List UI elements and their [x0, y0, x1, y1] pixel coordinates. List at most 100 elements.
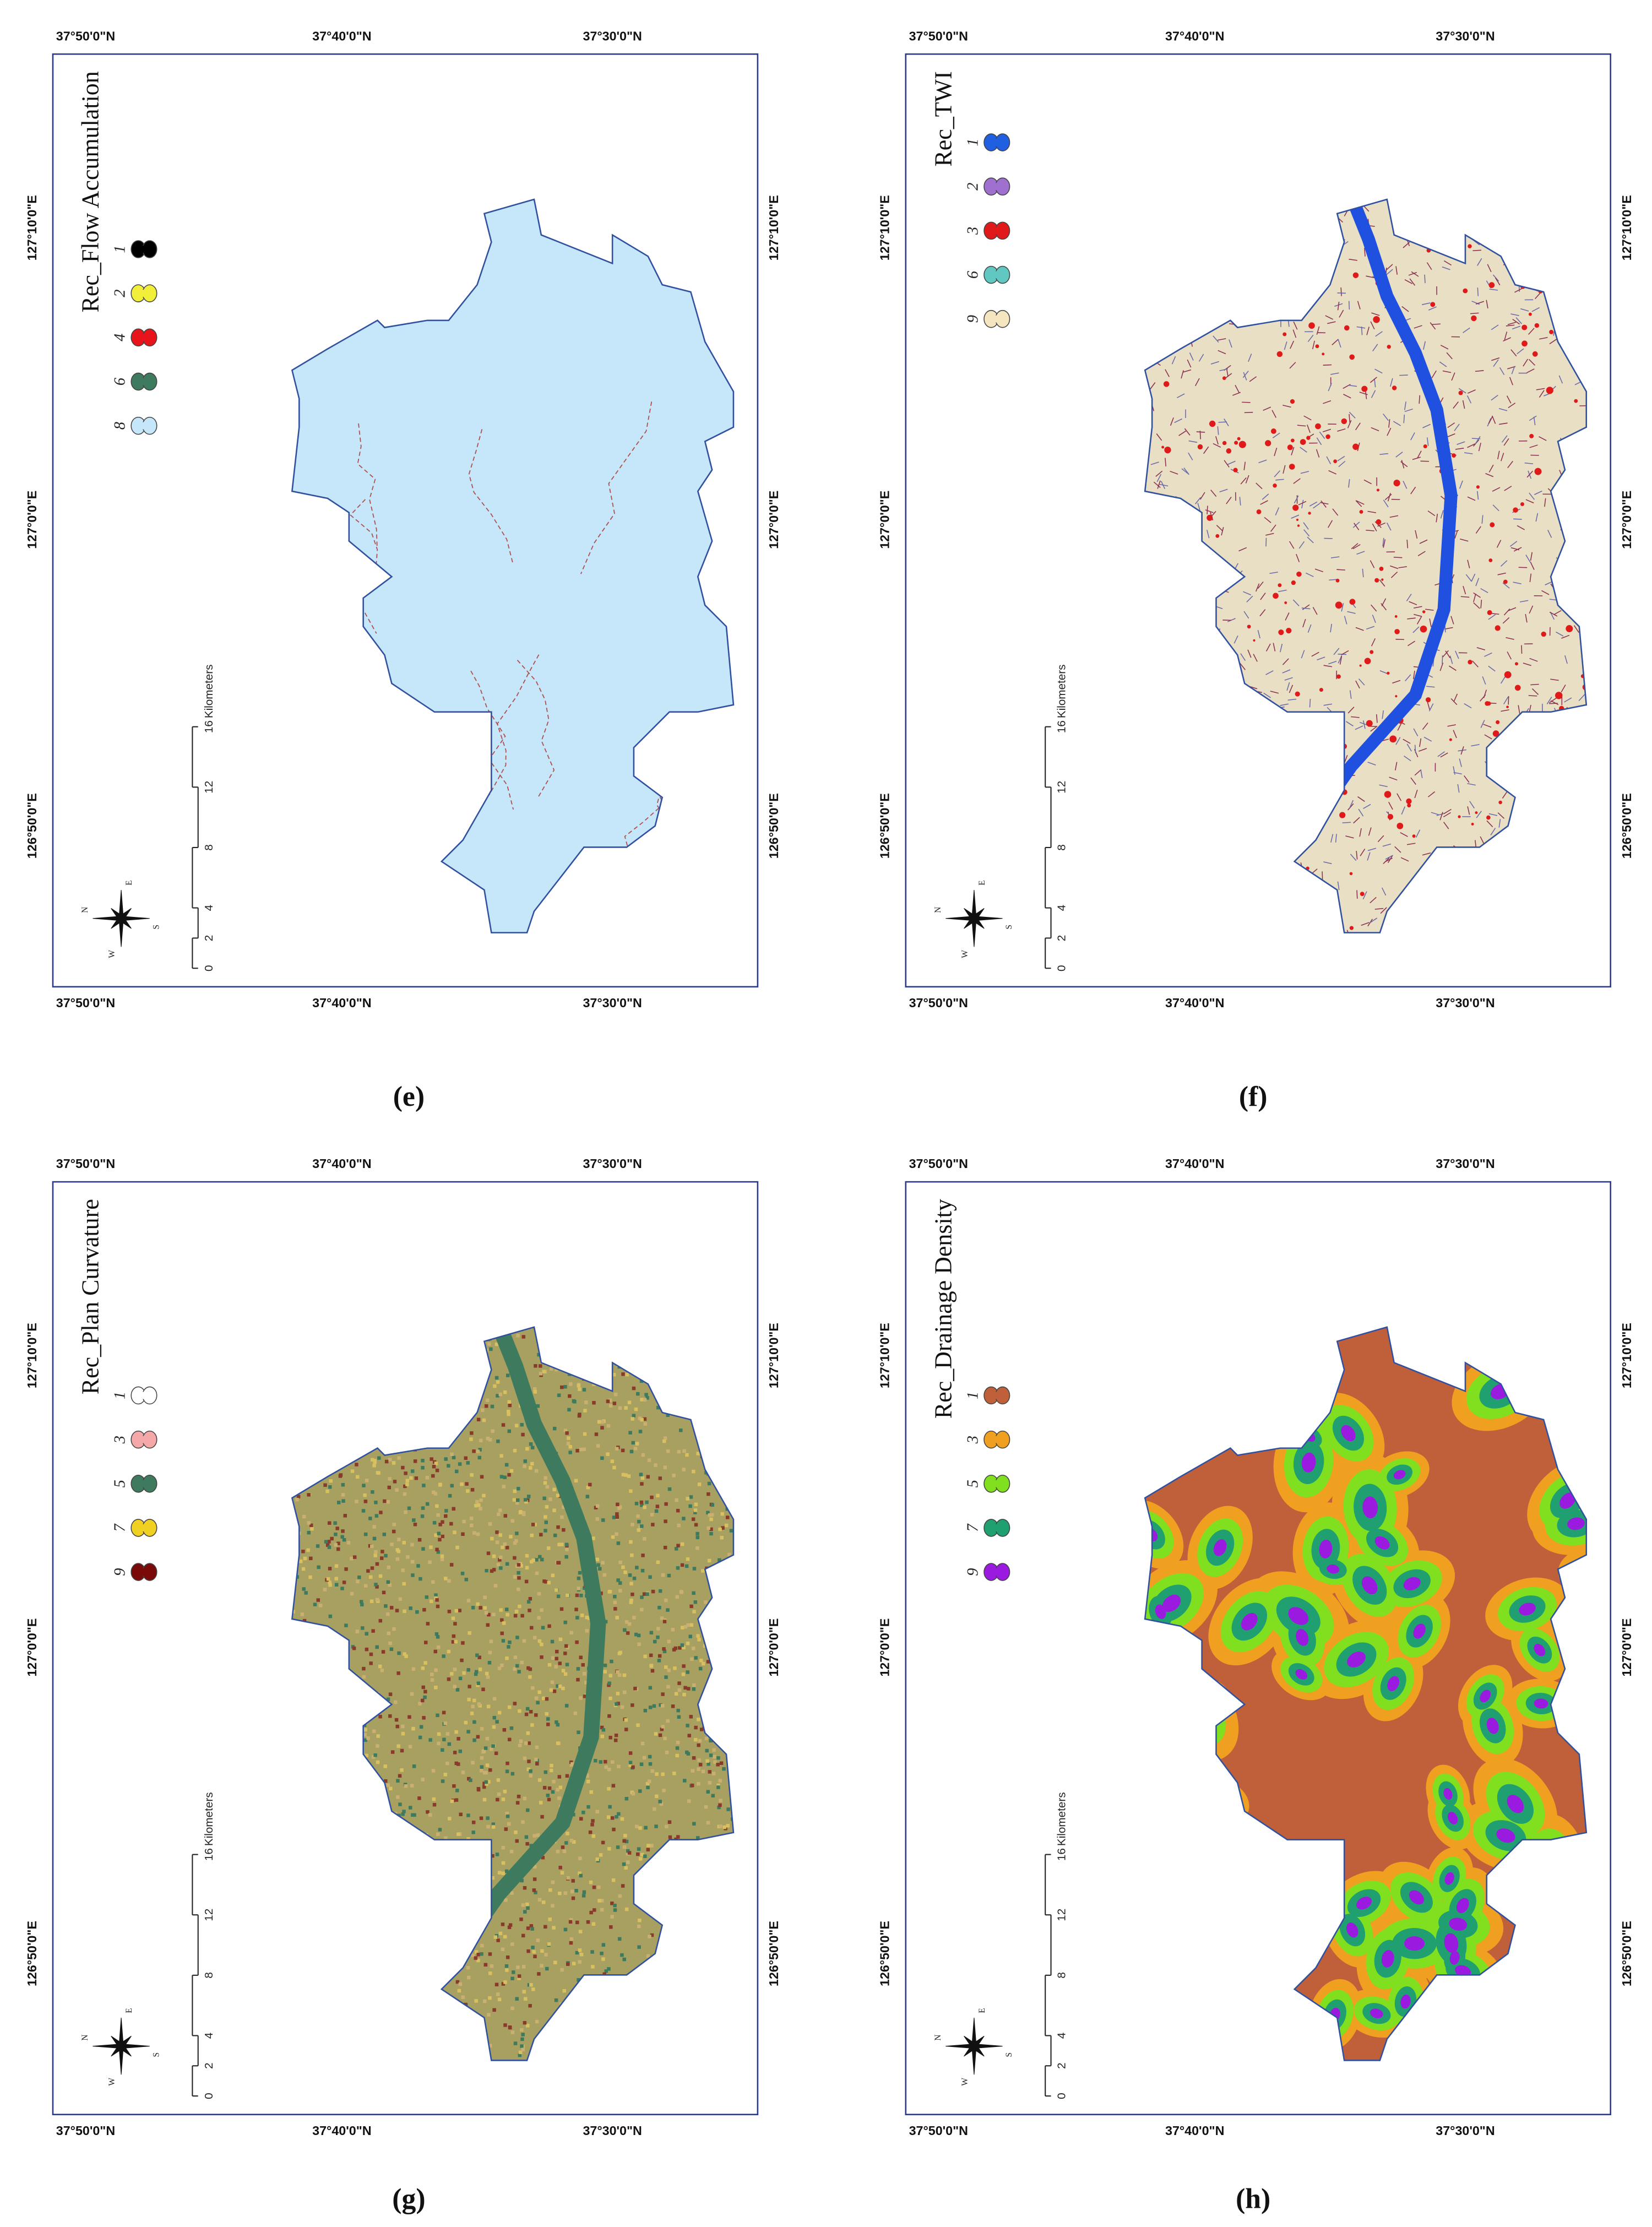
- texture: [472, 1698, 476, 1703]
- texture: [627, 1851, 632, 1855]
- texture: [363, 1532, 368, 1536]
- scale-label: 16: [203, 1848, 215, 1861]
- texture: [1370, 650, 1374, 654]
- texture: [1381, 887, 1387, 896]
- texture: [1403, 242, 1410, 248]
- texture: [484, 1770, 488, 1775]
- texture: [637, 1847, 641, 1851]
- texture: [1343, 394, 1351, 399]
- texture: [310, 1527, 314, 1531]
- texture: [421, 1666, 425, 1670]
- texture: [1535, 292, 1541, 300]
- texture: [1348, 384, 1357, 387]
- texture: [1282, 658, 1289, 665]
- texture: [550, 1763, 553, 1768]
- texture: [1243, 611, 1249, 619]
- texture: [1275, 507, 1280, 515]
- texture: [544, 1520, 548, 1524]
- texture: [491, 1822, 496, 1826]
- texture: [1429, 618, 1432, 627]
- texture: [421, 1778, 425, 1781]
- texture: [520, 1660, 524, 1665]
- texture: [1285, 612, 1290, 621]
- texture: [479, 1606, 482, 1610]
- texture: [489, 1347, 493, 1351]
- texture: [1272, 432, 1280, 438]
- texture: [1529, 444, 1538, 448]
- texture: [551, 1656, 555, 1660]
- texture: [549, 1367, 553, 1371]
- texture: [375, 1598, 379, 1602]
- texture: [722, 1767, 726, 1771]
- texture: [1379, 670, 1388, 675]
- texture: [1529, 658, 1538, 662]
- texture: [447, 1742, 452, 1746]
- texture: [1490, 612, 1499, 615]
- texture: [1347, 803, 1354, 811]
- texture: [1178, 430, 1186, 436]
- texture: [686, 1557, 690, 1561]
- texture: [1274, 470, 1281, 477]
- texture: [398, 1597, 403, 1601]
- texture: [422, 1484, 426, 1487]
- texture: [1464, 452, 1473, 454]
- compass-star: [945, 890, 1003, 947]
- texture: [537, 1972, 541, 1976]
- texture: [377, 1456, 381, 1460]
- texture: [596, 1444, 600, 1448]
- texture: [503, 1542, 507, 1546]
- texture: [430, 1457, 433, 1461]
- texture: [595, 1857, 599, 1861]
- texture: [686, 1752, 691, 1756]
- texture: [1487, 610, 1492, 615]
- texture: [692, 1591, 695, 1595]
- texture: [470, 1712, 474, 1715]
- texture: [1283, 405, 1291, 408]
- texture: [341, 1483, 345, 1487]
- texture: [1389, 776, 1398, 781]
- texture: [397, 1651, 401, 1655]
- texture: [652, 1704, 656, 1708]
- legend-symbol: [131, 1430, 157, 1449]
- texture: [507, 1925, 512, 1930]
- texture: [1395, 639, 1404, 640]
- texture: [1316, 437, 1322, 446]
- texture: [544, 1953, 548, 1957]
- texture: [1561, 634, 1570, 639]
- texture: [442, 1654, 445, 1658]
- texture: [1395, 695, 1398, 698]
- texture: [386, 1580, 390, 1584]
- texture: [1253, 654, 1258, 662]
- texture: [546, 1794, 550, 1797]
- texture: [578, 1930, 583, 1933]
- texture: [1498, 819, 1501, 828]
- texture: [1488, 614, 1496, 620]
- texture: [526, 1600, 531, 1604]
- texture: [539, 1372, 543, 1376]
- longitude-label: 126°50'0"E: [25, 793, 39, 859]
- texture: [640, 1482, 644, 1486]
- texture: [571, 1896, 575, 1900]
- scale-label: 2: [203, 2063, 215, 2070]
- texture: [448, 1817, 452, 1821]
- texture: [628, 1763, 632, 1767]
- texture: [554, 1665, 558, 1669]
- texture: [1473, 593, 1476, 602]
- stream: [488, 654, 540, 796]
- texture: [1290, 438, 1295, 443]
- texture: [1398, 566, 1408, 568]
- texture: [685, 1453, 689, 1457]
- texture: [323, 1483, 327, 1487]
- texture: [1302, 618, 1306, 628]
- texture: [1170, 417, 1174, 426]
- texture: [610, 1816, 615, 1820]
- texture: [1263, 406, 1271, 411]
- texture: [1472, 249, 1481, 252]
- texture: [1337, 881, 1340, 890]
- compass-letter: W: [960, 950, 970, 958]
- texture: [578, 1856, 582, 1860]
- texture: [1528, 359, 1535, 366]
- texture: [1521, 324, 1528, 330]
- texture: [488, 1438, 492, 1442]
